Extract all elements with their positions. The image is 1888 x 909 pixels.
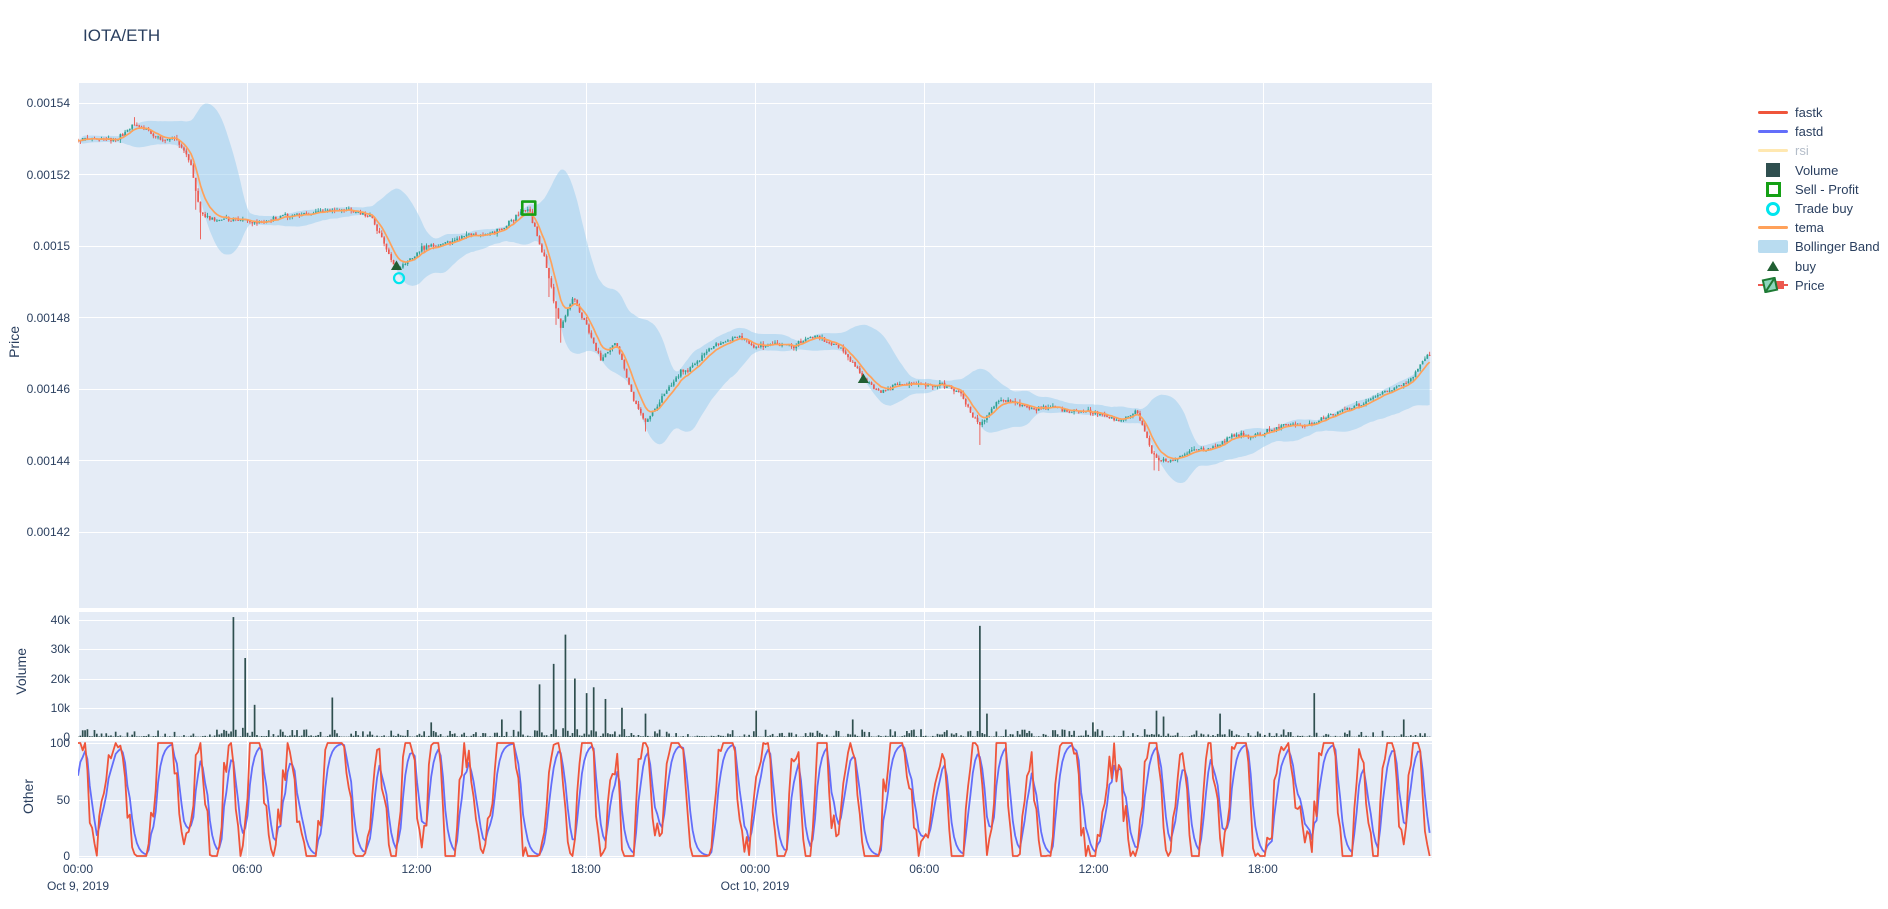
bar-swatch-shape: [1766, 163, 1780, 178]
x-tick-time: 18:00: [1247, 862, 1278, 876]
other-y-tick-label: 0: [63, 849, 70, 863]
volume-y-tick-label: 10k: [50, 700, 70, 715]
circle-open-swatch-shape: [1766, 201, 1780, 216]
line-legend-swatch-icon: [1756, 226, 1790, 230]
line-swatch-shape: [1758, 111, 1788, 115]
candle-swatch-shape: [1758, 277, 1788, 294]
square-open-swatch-shape: [1765, 181, 1781, 197]
other-y-tick-label: 100: [49, 736, 70, 750]
candle-legend-swatch-icon: [1756, 277, 1790, 294]
legend-item-buy[interactable]: buy: [1756, 257, 1880, 276]
x-tick-label: 06:00: [869, 861, 979, 878]
x-tick-time: 06:00: [909, 862, 940, 876]
line-swatch-shape: [1758, 149, 1788, 153]
legend-item-label: Trade buy: [1795, 201, 1854, 217]
legend-item-label: fastd: [1795, 124, 1824, 140]
legend-item-label: fastk: [1795, 105, 1823, 121]
legend-item-tema[interactable]: tema: [1756, 218, 1880, 237]
legend-item-volume[interactable]: Volume: [1756, 161, 1880, 180]
x-tick-label: 12:00: [1039, 861, 1149, 878]
x-tick-label: 00:00 Oct 10, 2019: [700, 861, 810, 895]
line-swatch-shape: [1758, 130, 1788, 134]
legend-item-bollinger-band[interactable]: Bollinger Band: [1756, 237, 1880, 256]
x-tick-label: 18:00: [1208, 861, 1318, 878]
price-y-tick-label: 0.00142: [26, 525, 70, 539]
price-axis-title: Price: [6, 325, 22, 358]
x-tick-time: 00:00: [62, 862, 94, 876]
x-tick-date: Oct 10, 2019: [720, 879, 790, 893]
legend-item-sell-profit[interactable]: Sell - Profit: [1756, 180, 1880, 199]
legend-item-label: tema: [1795, 220, 1824, 236]
line-legend-swatch-icon: [1756, 111, 1790, 115]
band-legend-swatch-icon: [1756, 240, 1790, 254]
square-open-legend-swatch-icon: [1756, 181, 1790, 197]
x-tick-time: 18:00: [570, 862, 601, 876]
x-tick-date: Oct 9, 2019: [46, 879, 110, 893]
line-swatch-shape: [1758, 226, 1788, 230]
price-y-tick-label: 0.0015: [33, 239, 70, 253]
x-tick-time: 12:00: [1078, 862, 1109, 876]
price-y-tick-label: 0.00146: [26, 382, 70, 396]
band-swatch-shape: [1758, 240, 1788, 254]
volume-y-tick-label: 40k: [50, 613, 70, 627]
x-tick-label: 06:00: [192, 861, 302, 878]
triangle-swatch-shape: [1767, 261, 1779, 272]
legend-item-fastk[interactable]: fastk: [1756, 103, 1880, 122]
bar-legend-swatch-icon: [1756, 163, 1790, 178]
legend-item-label: Sell - Profit: [1795, 181, 1859, 197]
line-legend-swatch-icon: [1756, 130, 1790, 134]
x-tick-time: 06:00: [232, 862, 263, 876]
x-tick-time: 12:00: [401, 862, 432, 876]
triangle-legend-swatch-icon: [1756, 261, 1790, 272]
chart-legend: fastk fastd rsi Volume Sell - Profit Trade bu…: [1756, 103, 1880, 295]
volume-y-tick-label: 0: [63, 730, 70, 744]
price-y-tick-label: 0.00154: [26, 96, 70, 110]
x-tick-label: 00:00 Oct 9, 2019: [23, 861, 133, 895]
x-tick-label: 12:00: [362, 861, 472, 878]
x-tick-label: 18:00: [531, 861, 641, 878]
line-legend-swatch-icon: [1756, 149, 1790, 153]
legend-item-label: rsi: [1795, 143, 1809, 159]
legend-item-label: Volume: [1795, 162, 1839, 178]
legend-item-trade-buy[interactable]: Trade buy: [1756, 199, 1880, 218]
legend-item-fastd[interactable]: fastd: [1756, 122, 1880, 141]
legend-item-label: buy: [1795, 258, 1816, 274]
volume-y-tick-label: 20k: [50, 671, 70, 686]
price-y-tick-label: 0.00148: [26, 310, 70, 325]
other-axis-title: Other: [20, 778, 36, 814]
x-tick-time: 00:00: [739, 862, 771, 876]
volume-y-tick-label: 30k: [50, 642, 70, 657]
price-y-tick-label: 0.00144: [26, 453, 70, 468]
legend-item-price[interactable]: Price: [1756, 276, 1880, 295]
volume-axis-title: Volume: [13, 647, 29, 695]
legend-item-label: Price: [1795, 277, 1825, 293]
circle-open-legend-swatch-icon: [1756, 201, 1790, 216]
legend-item-rsi[interactable]: rsi: [1756, 141, 1880, 160]
other-y-tick-label: 50: [56, 792, 70, 807]
legend-item-label: Bollinger Band: [1795, 239, 1880, 255]
price-y-tick-label: 0.00152: [26, 167, 70, 182]
